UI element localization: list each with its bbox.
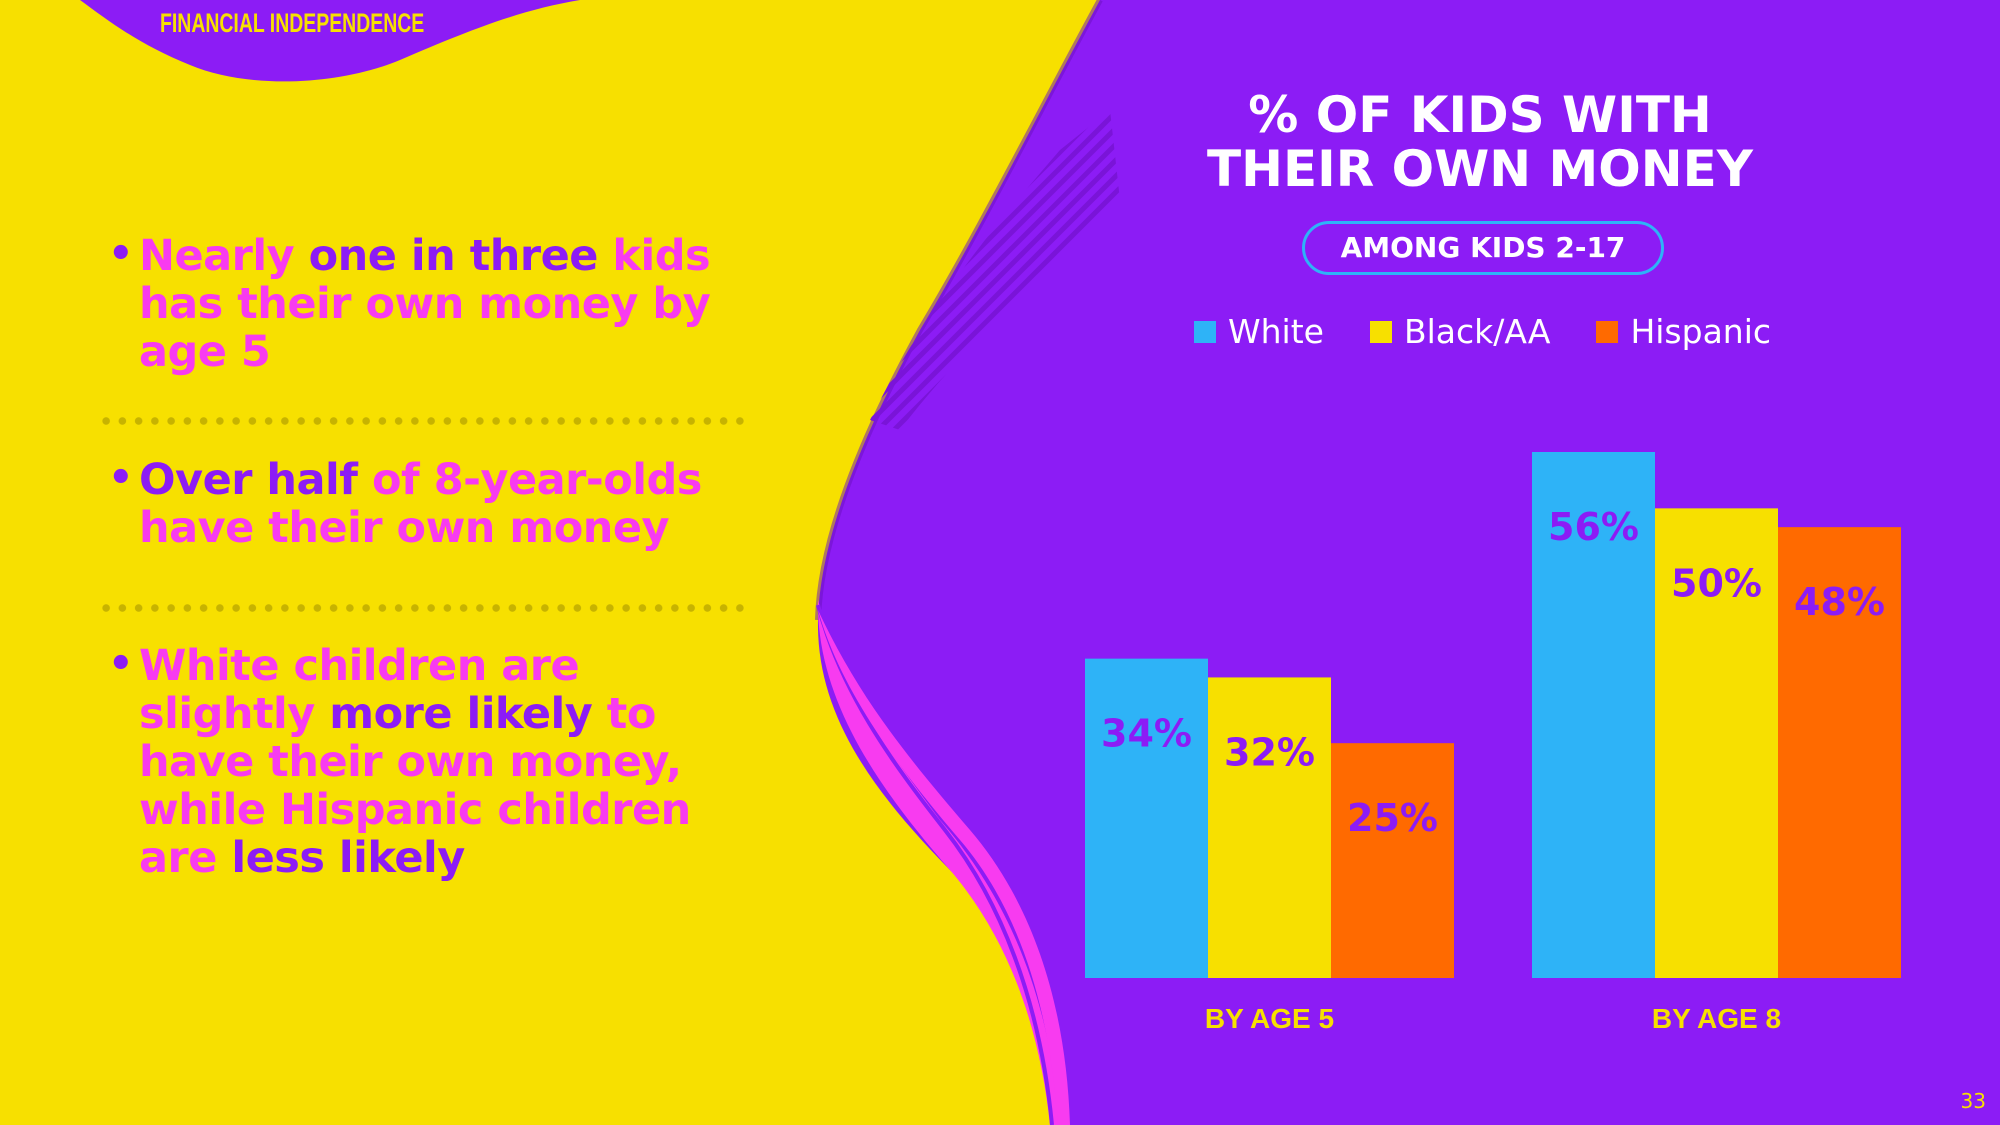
header-wave bbox=[0, 0, 580, 82]
bullet-text: White children are slightly more likely … bbox=[139, 641, 691, 883]
legend-swatch bbox=[1596, 320, 1619, 343]
data-label: 25% bbox=[1347, 796, 1438, 840]
pink-blob bbox=[818, 610, 1070, 1125]
data-label: 50% bbox=[1671, 561, 1762, 605]
bullet-dot-icon: • bbox=[108, 641, 134, 687]
bullet-item: • White children are slightly more likely… bbox=[108, 641, 768, 883]
legend-item-hispanic: Hispanic bbox=[1596, 312, 1771, 351]
data-label: 56% bbox=[1548, 505, 1639, 549]
bullet-dot-icon: • bbox=[108, 455, 134, 501]
page-number: 33 bbox=[1960, 1089, 1986, 1113]
data-label: 48% bbox=[1794, 580, 1885, 624]
bullet-item: • Over half of 8-year-olds have their own… bbox=[108, 455, 768, 596]
legend-swatch bbox=[1369, 320, 1392, 343]
bullet-text: Over half of 8-year-olds have their own … bbox=[139, 455, 702, 553]
bullet-item: • Nearly one in three kids has their own … bbox=[108, 231, 768, 410]
bullet-highlight: Over half bbox=[139, 455, 358, 505]
bullet-highlight: one in three bbox=[308, 231, 599, 281]
category-label: BY AGE 8 bbox=[1652, 1003, 1781, 1034]
legend-label: Hispanic bbox=[1630, 312, 1772, 351]
chart-title: % OF KIDS WITH THEIR OWN MONEY bbox=[1207, 86, 1753, 198]
bar-black-aa-0 bbox=[1208, 677, 1331, 978]
section-label: FINANCIAL INDEPENDENCE bbox=[160, 8, 425, 38]
bullet-highlight: more likely bbox=[329, 689, 593, 739]
bullet-segment: Nearly bbox=[139, 231, 309, 281]
bullet-list: • Nearly one in three kids has their own … bbox=[108, 231, 768, 883]
bar-white-0 bbox=[1085, 658, 1208, 978]
bullet-segment: White children are slightly bbox=[139, 641, 580, 739]
bar-hispanic-0 bbox=[1331, 743, 1454, 978]
legend-label: White bbox=[1228, 312, 1324, 351]
bullet-dot-icon: • bbox=[108, 231, 134, 277]
dotted-divider bbox=[98, 604, 748, 612]
data-label: 32% bbox=[1224, 730, 1315, 774]
legend-label: Black/AA bbox=[1403, 312, 1551, 351]
bullet-segment: kids has their own money by age 5 bbox=[139, 231, 711, 377]
legend-swatch bbox=[1194, 320, 1216, 343]
data-label: 34% bbox=[1101, 712, 1192, 756]
bullet-text: Nearly one in three kids has their own m… bbox=[139, 231, 711, 377]
bullet-segment: of 8-year-olds have their own money bbox=[139, 455, 702, 553]
legend-item-black-aa: Black/AA bbox=[1369, 312, 1551, 351]
bullet-highlight: less likely bbox=[231, 833, 465, 883]
chart-legend: White Black/AA Hispanic bbox=[1194, 312, 1771, 351]
bar-white-1 bbox=[1532, 452, 1655, 978]
legend-item-white: White bbox=[1194, 312, 1324, 351]
chart-subtitle: AMONG KIDS 2-17 bbox=[1302, 221, 1664, 275]
category-label: BY AGE 5 bbox=[1205, 1003, 1334, 1034]
bar-hispanic-1 bbox=[1778, 527, 1901, 978]
yellow-panel bbox=[0, 0, 1100, 1125]
dotted-divider bbox=[98, 417, 748, 425]
bar-black-aa-1 bbox=[1655, 508, 1778, 978]
bullet-segment: to have their own money, while Hispanic … bbox=[139, 689, 691, 883]
